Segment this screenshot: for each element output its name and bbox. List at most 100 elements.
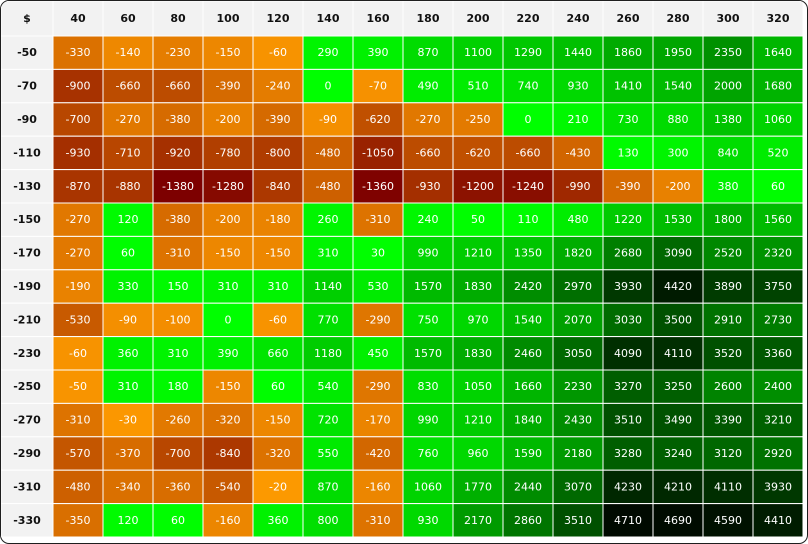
cell-value-label: 1800 (714, 213, 742, 226)
heatmap-cell (202, 402, 254, 438)
row-header-label: -310 (13, 480, 41, 493)
cell-value-label: 1350 (514, 247, 542, 260)
heatmap-cell (402, 302, 454, 338)
cell-value-label: -660 (116, 80, 141, 93)
row-header-label: -70 (17, 80, 37, 93)
cell-value-label: -50 (69, 380, 87, 393)
heatmap-cell (202, 369, 254, 404)
cell-value-label: 2170 (464, 514, 492, 527)
heatmap-cell (152, 35, 204, 70)
cell-value-label: -700 (166, 447, 191, 460)
row-header-label: -270 (13, 414, 41, 427)
cell-value-label: 310 (318, 247, 339, 260)
heatmap-cell (752, 469, 804, 505)
cell-value-label: 770 (318, 313, 339, 326)
cell-value-label: 2420 (514, 280, 542, 293)
cell-value-label: 1540 (514, 313, 542, 326)
heatmap-cell (352, 102, 404, 137)
heatmap-cell (552, 469, 604, 505)
heatmap-cell (652, 503, 704, 538)
cell-value-label: 880 (668, 113, 689, 126)
cell-value-label: 130 (618, 146, 639, 159)
cell-value-label: 4090 (614, 347, 642, 360)
cell-value-label: 300 (668, 146, 689, 159)
cell-value-label: 0 (325, 80, 332, 93)
cell-value-label: 3930 (614, 280, 642, 293)
row-header-label: -190 (13, 280, 41, 293)
cell-value-label: -200 (666, 180, 691, 193)
heatmap-cell (352, 169, 404, 204)
column-header-label: 40 (70, 12, 86, 25)
cell-value-label: -150 (216, 46, 241, 59)
cell-value-label: -390 (266, 113, 291, 126)
cell-value-label: -1380 (162, 180, 194, 193)
cell-value-label: 1060 (414, 480, 442, 493)
cell-value-label: 4690 (664, 514, 692, 527)
heatmap-cell (52, 169, 104, 204)
cell-value-label: 180 (168, 380, 189, 393)
cell-value-label: -140 (116, 46, 141, 59)
cell-value-label: -200 (216, 213, 241, 226)
row-header-label: -210 (13, 313, 41, 326)
heatmap-cell (702, 202, 754, 237)
cell-value-label: -930 (416, 180, 441, 193)
heatmap-cell (302, 503, 354, 538)
cell-value-label: -350 (66, 514, 91, 527)
cell-value-label: -60 (269, 313, 287, 326)
cell-value-label: 990 (418, 247, 439, 260)
cell-value-label: 3240 (664, 447, 692, 460)
heatmap-cell (502, 102, 554, 137)
cell-value-label: -260 (166, 414, 191, 427)
cell-value-label: 1570 (414, 280, 442, 293)
cell-value-label: 840 (718, 146, 739, 159)
cell-value-label: -270 (66, 213, 91, 226)
heatmap-cell (202, 503, 254, 538)
cell-value-label: -390 (216, 80, 241, 93)
cell-value-label: 3520 (714, 347, 742, 360)
cell-value-label: -370 (116, 447, 141, 460)
cell-value-label: -150 (266, 247, 291, 260)
cell-value-label: -420 (366, 447, 391, 460)
heatmap-cell (552, 269, 604, 304)
heatmap-cell (552, 202, 604, 237)
heatmap-cell (402, 269, 454, 304)
heatmap-cell (302, 402, 354, 438)
heatmap-cell (702, 102, 754, 137)
heatmap-cell (602, 169, 654, 204)
column-header-cell (352, 1, 404, 37)
cell-value-label: -310 (366, 213, 391, 226)
heatmap-cell (652, 469, 704, 505)
cell-value-label: 1540 (664, 80, 692, 93)
cell-value-label: -90 (319, 113, 337, 126)
heatmap-cell (352, 35, 404, 70)
cell-value-label: 870 (318, 480, 339, 493)
heatmap-cell (702, 135, 754, 171)
heatmap-cell (452, 235, 504, 271)
cell-value-label: 1770 (464, 480, 492, 493)
cell-value-label: -480 (316, 180, 341, 193)
cell-value-label: 3250 (664, 380, 692, 393)
cell-value-label: 3360 (764, 347, 792, 360)
cell-value-label: -310 (366, 514, 391, 527)
column-header-label: 120 (267, 12, 290, 25)
cell-value-label: -330 (66, 46, 91, 59)
cell-value-label: -660 (516, 146, 541, 159)
row-header-cell (1, 35, 54, 70)
heatmap-cell (302, 269, 354, 304)
column-header-label: 60 (120, 12, 136, 25)
cell-value-label: 720 (318, 414, 339, 427)
heatmap-cell (52, 102, 104, 137)
cell-value-label: 740 (518, 80, 539, 93)
heatmap-cell (302, 102, 354, 137)
heatmap-cell (302, 436, 354, 471)
cell-value-label: 1210 (464, 247, 492, 260)
cell-value-label: 360 (268, 514, 289, 527)
cell-value-label: -20 (269, 480, 287, 493)
heatmap-cell (152, 235, 204, 271)
heatmap-cell (702, 169, 754, 204)
cell-value-label: 50 (471, 213, 485, 226)
heatmap-cell (252, 402, 304, 438)
heatmap-cell (152, 436, 204, 471)
cell-value-label: 2970 (564, 280, 592, 293)
column-header-label: 320 (767, 12, 790, 25)
